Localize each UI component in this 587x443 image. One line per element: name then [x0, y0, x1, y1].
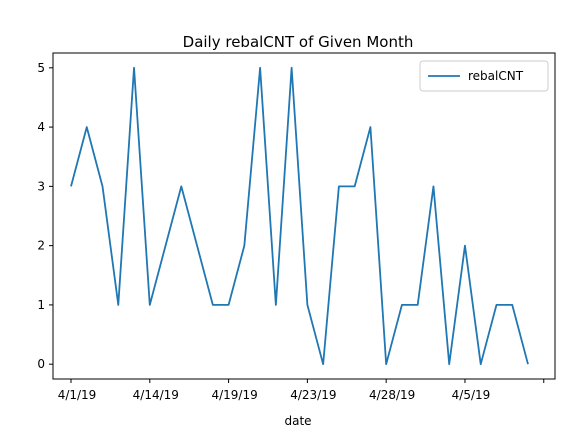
- x-tick-label: 4/28/19: [369, 388, 415, 402]
- x-axis: 4/1/19 4/14/19 4/19/19 4/23/19 4/28/19 4/5/19: [58, 379, 545, 402]
- y-tick-label: 1: [37, 298, 45, 312]
- x-axis-label: date: [284, 414, 311, 428]
- legend: rebalCNT: [419, 60, 549, 92]
- y-tick-label: 3: [37, 179, 45, 193]
- chart-title: Daily rebalCNT of Given Month: [183, 33, 414, 51]
- x-tick-label: 4/1/19: [58, 388, 97, 402]
- y-tick-label: 5: [37, 61, 45, 75]
- y-tick-label: 2: [37, 239, 45, 253]
- x-tick-label: 4/19/19: [211, 388, 257, 402]
- legend-box: [419, 60, 549, 92]
- x-tick-label: 4/5/19: [452, 388, 491, 402]
- plot-frame: [52, 52, 556, 380]
- legend-label: rebalCNT: [468, 69, 524, 83]
- series-line-rebalCNT: [70, 66, 529, 366]
- y-tick-label: 0: [37, 357, 45, 371]
- x-tick-label: 4/23/19: [290, 388, 336, 402]
- y-axis: 0 1 2 3 4 5: [37, 61, 53, 371]
- x-tick-label: 4/14/19: [133, 388, 179, 402]
- y-tick-label: 4: [37, 120, 45, 134]
